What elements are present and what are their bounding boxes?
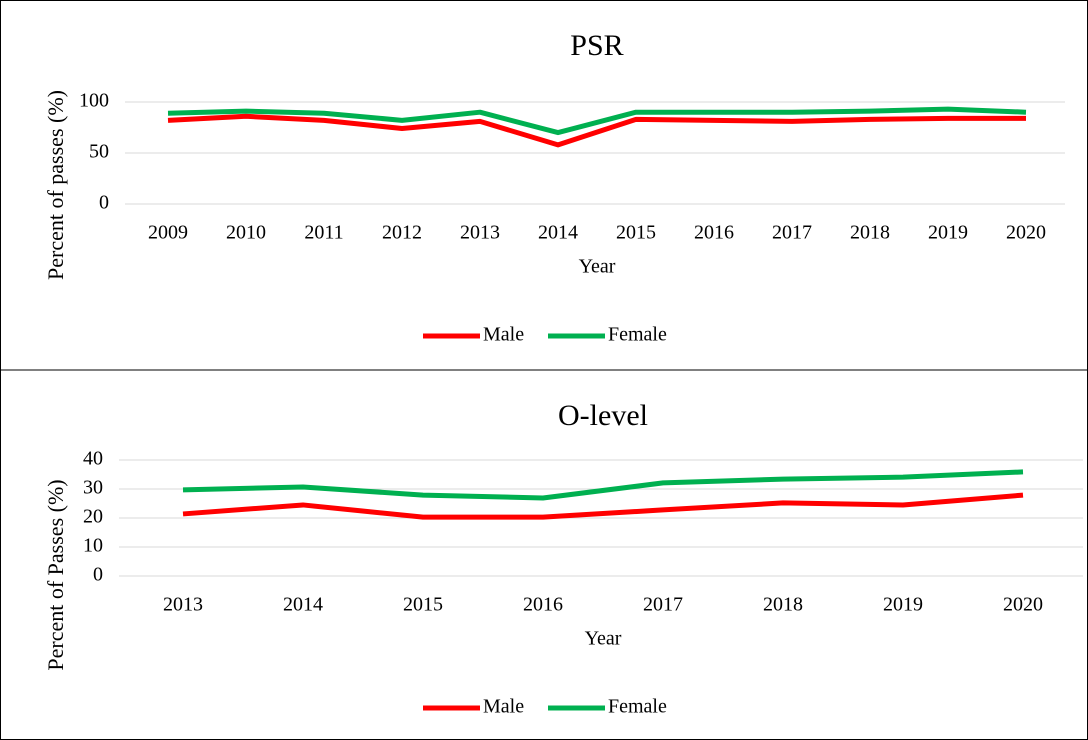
y-axis-label: Percent of Passes (%) — [43, 479, 68, 670]
legend-label: Female — [608, 324, 667, 346]
x-tick-label: 2013 — [460, 222, 500, 244]
y-axis-label: Percent of passes (%) — [43, 90, 68, 280]
x-tick-label: 2018 — [850, 222, 890, 244]
y-tick-label: 30 — [83, 477, 103, 499]
x-tick-label: 2010 — [226, 222, 266, 244]
data-line — [167, 106, 1027, 136]
y-tick-label: 10 — [83, 535, 103, 557]
x-tick-label: 2016 — [694, 222, 734, 244]
y-tick-label: 40 — [83, 448, 103, 470]
legend-label: Male — [483, 324, 524, 346]
x-tick-label: 2013 — [163, 594, 203, 616]
x-tick-label: 2015 — [403, 594, 443, 616]
x-axis-label: Year — [579, 256, 616, 278]
chart-title: PSR — [570, 29, 623, 62]
x-tick-label: 2019 — [883, 594, 923, 616]
data-line — [167, 113, 1026, 148]
y-tick-label: 50 — [89, 141, 109, 163]
data-line — [182, 469, 1024, 501]
x-tick-label: 2020 — [1006, 222, 1046, 244]
data-line — [182, 492, 1024, 520]
x-tick-label: 2014 — [538, 222, 578, 244]
x-tick-label: 2017 — [772, 222, 812, 244]
x-axis-label: Year — [585, 628, 622, 650]
legend-label: Male — [483, 696, 524, 718]
x-tick-label: 2014 — [283, 594, 323, 616]
x-tick-label: 2018 — [763, 594, 803, 616]
x-tick-label: 2009 — [148, 222, 188, 244]
legend-label: Female — [608, 696, 667, 718]
x-tick-label: 2016 — [523, 594, 563, 616]
x-tick-label: 2011 — [304, 222, 343, 244]
chart-title: O-level — [558, 399, 648, 432]
x-tick-label: 2017 — [643, 594, 683, 616]
y-tick-label: 100 — [79, 90, 109, 112]
y-tick-label: 20 — [83, 506, 103, 528]
x-tick-label: 2019 — [928, 222, 968, 244]
x-tick-label: 2012 — [382, 222, 422, 244]
x-tick-label: 2020 — [1003, 594, 1043, 616]
x-tick-label: 2015 — [616, 222, 656, 244]
y-tick-label: 0 — [99, 192, 109, 214]
y-tick-label: 0 — [93, 564, 103, 586]
